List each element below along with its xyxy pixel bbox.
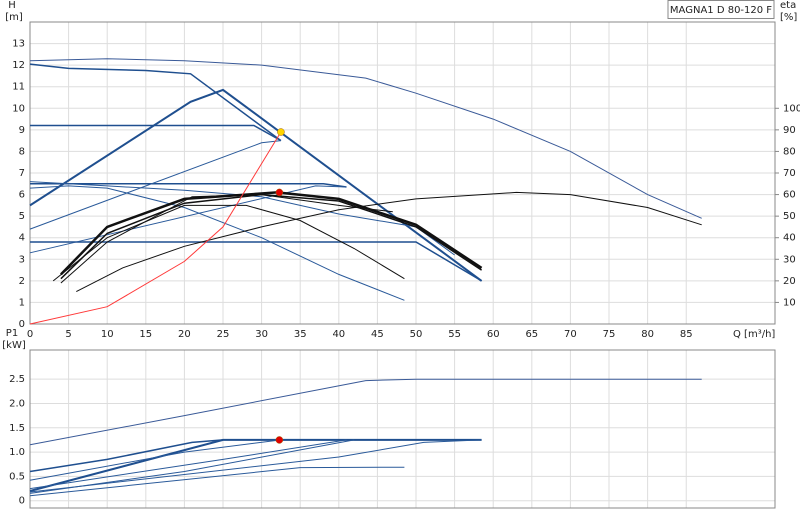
x-tick-label: 70 [564,329,577,340]
curve [29,378,702,446]
y2-tick-label: 90 [783,125,796,136]
plot-frame [29,21,776,325]
curve [30,241,482,282]
x-tick-label: 65 [525,329,538,340]
curve [29,185,405,301]
x-tick-label: 0 [27,329,33,340]
x-tick-label: 50 [410,329,423,340]
curve [29,439,224,473]
y-tick-label: 0 [19,319,25,330]
x-tick-label: 40 [332,329,345,340]
curve [30,183,347,188]
y-tick-label: 2 [19,276,25,287]
y-tick-label: 9 [19,125,25,136]
y2-tick-label: 60 [783,190,796,201]
y-tick-label: 6 [19,190,25,201]
curve [29,439,482,493]
duty-point [277,128,285,136]
chart-title: MAGNA1 D 80-120 F [670,5,772,16]
x-tick-label: 60 [487,329,500,340]
curve [29,439,347,490]
y-tick-label: 3 [19,254,25,265]
curve [30,124,282,142]
x-tick-label: 75 [603,329,616,340]
curve [52,204,405,282]
y-tick-label: 0.5 [9,471,25,482]
curve [29,63,282,142]
x-tick-label: 35 [294,329,307,340]
y-axis-label: H [8,0,16,11]
x-tick-label: 15 [139,329,152,340]
y2-tick-label: 40 [783,233,796,244]
y2-tick-label: 10 [783,297,796,308]
y-tick-label: 2.0 [9,398,25,409]
y2-tick-label: 20 [783,276,796,287]
y-tick-label: 2.5 [9,374,25,385]
curve [29,88,483,282]
x-tick-label: 20 [178,329,191,340]
y-tick-label: 12 [12,60,25,71]
y-tick-label: 0 [19,496,25,507]
curve [29,140,281,230]
x-tick-label: 80 [641,329,654,340]
x-tick-label: 85 [680,329,693,340]
y-axis-label: P1 [6,328,18,339]
y2-axis-unit: [%] [780,12,797,23]
x-tick-label: 25 [217,329,230,340]
y-tick-label: 13 [12,39,25,50]
x-tick-label: 10 [101,329,114,340]
y-axis-unit: [kW] [2,340,26,351]
y-axis-unit: [m] [5,12,23,23]
y2-tick-label: 50 [783,211,796,222]
duty-point [275,436,284,444]
curve [60,193,483,280]
curve [29,466,405,497]
curve [76,191,702,293]
y-tick-label: 5 [19,211,25,222]
y-tick-label: 1.0 [9,447,25,458]
x-tick-label: 45 [371,329,384,340]
curve [29,439,281,481]
plot-frame [29,349,776,509]
y-tick-label: 1.5 [9,423,25,434]
curve [60,194,393,284]
title-box [667,0,775,19]
duty-point [275,188,284,197]
x-tick-label: 5 [65,329,71,340]
y2-tick-label: 100 [783,103,800,114]
curve [29,58,702,219]
y-tick-label: 8 [19,146,25,157]
x-axis-label: Q [m³/h] [733,329,775,340]
y-tick-label: 4 [19,233,25,244]
curve [29,131,282,325]
x-tick-label: 30 [255,329,268,340]
y2-axis-label: eta [780,0,796,11]
x-tick-label: 55 [448,329,461,340]
y2-tick-label: 30 [783,254,796,265]
y-tick-label: 10 [12,103,25,114]
y2-tick-label: 80 [783,146,796,157]
y2-tick-label: 70 [783,168,796,179]
y-tick-label: 7 [19,168,25,179]
y-tick-label: 1 [19,297,25,308]
y-tick-label: 11 [12,82,25,93]
